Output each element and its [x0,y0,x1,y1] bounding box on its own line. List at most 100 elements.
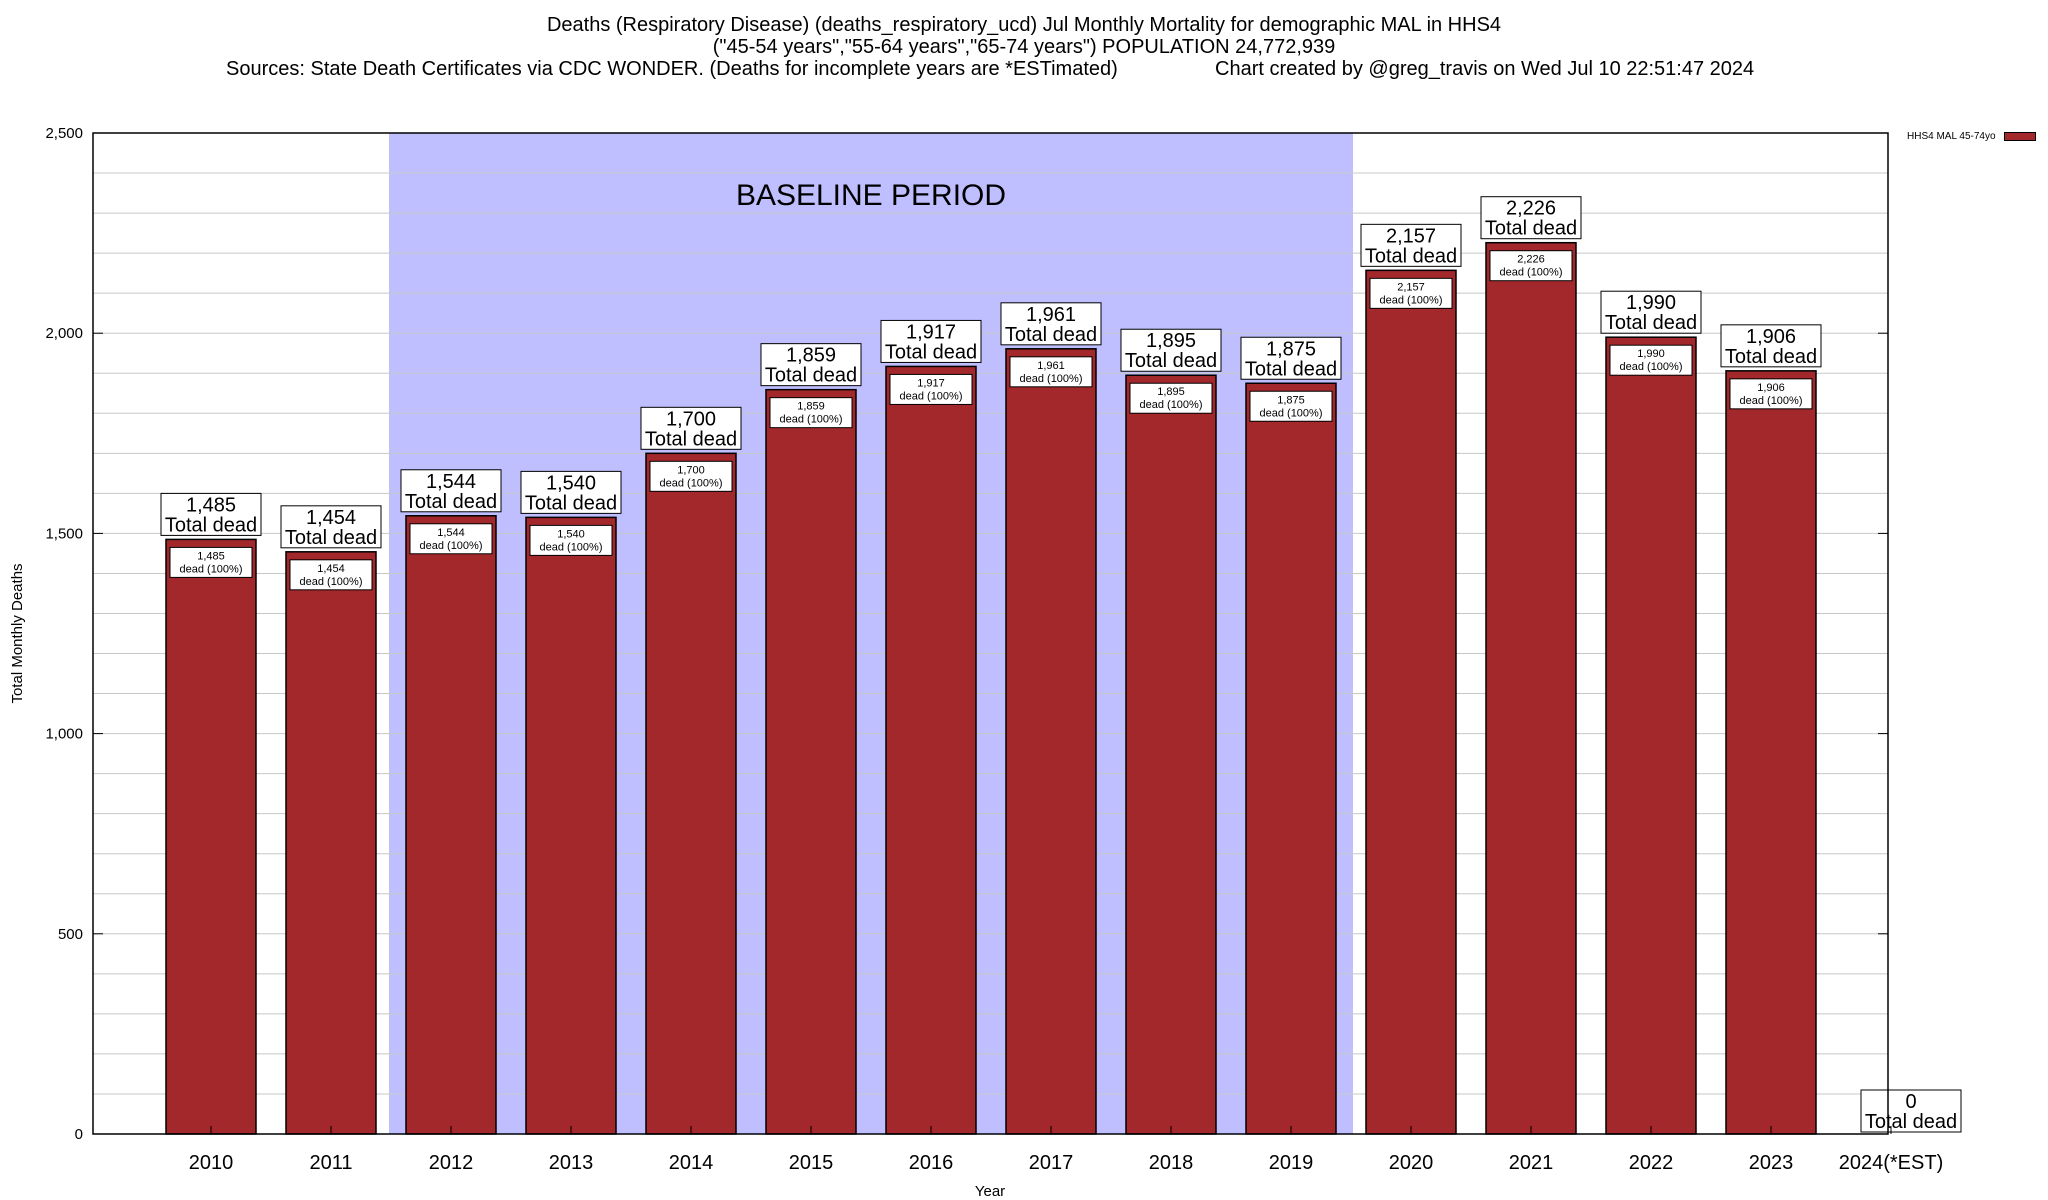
inner-label-caption: dead (100%) [1140,399,1203,411]
top-label-caption: Total dead [1365,245,1457,267]
x-tick-label: 2018 [1149,1152,1194,1174]
y-tick-label: 1,500 [45,525,83,542]
x-axis-label: Year [975,1183,1005,1200]
y-axis-label: Total Monthly Deaths [9,563,26,703]
x-tick-label: 2010 [189,1152,234,1174]
inner-label-box [409,523,493,555]
bar-2012 [405,515,497,1135]
inner-label-box [1009,356,1093,388]
inner-label-value: 1,990 [1637,348,1665,360]
x-tick-label: 2019 [1269,1152,1314,1174]
inner-label-caption: dead (100%) [540,541,603,553]
top-label-caption: Total dead [405,491,497,513]
top-label-box [880,319,982,363]
baseline-label: BASELINE PERIOD [736,179,1006,212]
inner-label-caption: dead (100%) [780,414,843,426]
inner-label-box [289,559,373,591]
x-tick-label: 2023 [1749,1152,1794,1174]
bar-2022 [1605,336,1697,1135]
top-label-box [1000,302,1102,346]
inner-label-caption: dead (100%) [300,576,363,588]
bar-2023 [1725,370,1817,1135]
inner-label-caption: dead (100%) [1380,294,1443,306]
top-label-box [1360,223,1462,267]
legend-swatch [2003,131,2036,141]
top-label-box [280,505,382,549]
inner-label-box [1489,250,1573,282]
top-label-caption: Total dead [1125,350,1217,372]
top-label-caption: Total dead [1605,312,1697,334]
top-label-box [1720,324,1822,368]
inner-label-value: 1,700 [677,464,705,476]
inner-label-box [169,546,253,578]
source-text: Sources: State Death Certificates via CD… [226,58,1118,80]
x-tick-label: 2015 [789,1152,834,1174]
top-label-value: 0 [1905,1091,1916,1113]
grid-lines [93,172,1888,1095]
inner-label-value: 1,544 [437,527,465,539]
top-label-value: 1,875 [1266,338,1316,360]
top-label-box [1600,290,1702,334]
bar-2013 [525,516,617,1135]
top-label-box [760,343,862,387]
bars [165,241,1817,1135]
y-tick-label: 1,000 [45,726,83,743]
chart-title: Deaths (Respiratory Disease) (deaths_res… [0,14,2048,80]
top-label-caption: Total dead [645,428,737,450]
x-tick-label: 2020 [1389,1152,1434,1174]
top-label-caption: Total dead [525,492,617,514]
top-label-value: 1,700 [666,408,716,430]
inner-label-caption: dead (100%) [1020,373,1083,385]
top-label-value: 1,906 [1746,326,1796,348]
top-label-value: 1,485 [186,494,236,516]
x-tick-label: 2021 [1509,1152,1554,1174]
bar-2014 [645,452,737,1135]
x-tick-label: 2024(*EST) [1839,1152,1944,1174]
x-tick-label: 2013 [549,1152,594,1174]
bar-2011 [285,551,377,1135]
inner-label-box [1369,277,1453,309]
bar-2020 [1365,269,1457,1135]
x-tick-label: 2011 [309,1152,352,1174]
inner-label-caption: dead (100%) [1740,395,1803,407]
top-label-caption: Total dead [1865,1111,1957,1133]
inner-label-caption: dead (100%) [1500,267,1563,279]
y-tick-label: 500 [58,926,83,943]
top-label-box [1240,336,1342,380]
inner-label-value: 1,540 [557,528,585,540]
source-row: Sources: State Death Certificates via CD… [0,58,2048,80]
top-label-value: 1,961 [1026,304,1076,326]
top-label-caption: Total dead [285,527,377,549]
top-label-box [1480,196,1582,240]
inner-label-caption: dead (100%) [180,563,243,575]
inner-label-value: 1,906 [1757,382,1785,394]
inner-label-caption: dead (100%) [900,390,963,402]
top-label-caption: Total dead [1005,324,1097,346]
inner-label-caption: dead (100%) [1620,361,1683,373]
inner-label-caption: dead (100%) [420,540,483,552]
top-label-value: 1,540 [546,472,596,494]
top-label-caption: Total dead [885,341,977,363]
top-label-caption: Total dead [165,514,257,536]
inner-label-box [1129,382,1213,414]
inner-label-caption: dead (100%) [660,477,723,489]
top-label-caption: Total dead [1485,218,1577,240]
y-tick-label: 2,500 [45,125,83,142]
legend-label: HHS4 MAL 45-74yo [1907,131,1996,142]
inner-label-box [649,460,733,492]
inner-label-value: 2,226 [1517,254,1545,266]
inner-label-box [769,397,853,429]
inner-label-box [889,373,973,405]
y-tick-label: 2,000 [45,325,83,342]
top-label-value: 1,859 [786,345,836,367]
top-label-value: 1,454 [306,507,356,529]
bar-2017 [1005,348,1097,1135]
x-tick-label: 2017 [1029,1152,1074,1174]
inner-label-value: 1,485 [197,550,225,562]
top-label-box [1860,1089,1962,1133]
inner-label-value: 1,875 [1277,394,1305,406]
top-label-value: 2,226 [1506,198,1556,220]
inner-label-box [1609,344,1693,376]
